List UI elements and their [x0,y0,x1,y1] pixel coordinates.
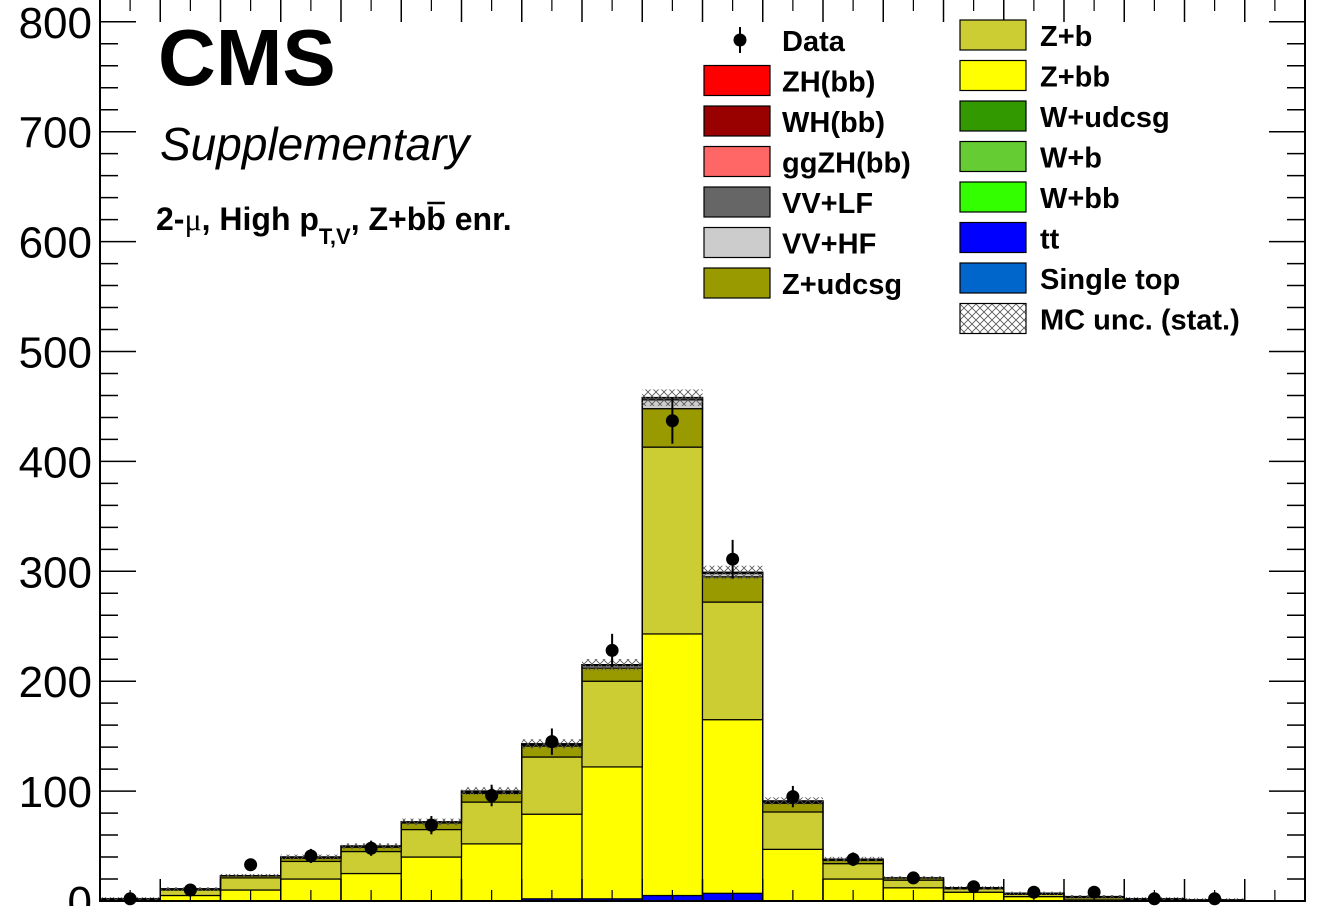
y-axis: 0 100 200 300 400 500 600 700 800 [19,0,92,906]
legend-swatch-single-top [959,262,1027,294]
bar-z-b-10 [701,601,764,721]
legend-swatch-w-bb [959,181,1027,213]
legend-label-w-udcsg: W+udcsg [1040,102,1170,134]
legend-label-zh-bb-: ZH(bb) [782,67,875,99]
legend-swatch-mc-unc-stat- [959,302,1027,335]
y-tick-label: 700 [19,109,92,158]
data-point-11 [786,790,800,804]
bar-z-b-3 [280,860,342,880]
bar-z-b-7 [521,756,583,815]
data-point-6 [485,788,499,802]
data-point-4 [364,841,378,855]
legend-swatch-zh-bb- [703,64,771,97]
bar-z-bb-10 [701,719,764,894]
bar-z-bb-9 [641,633,704,897]
legend-swatch-vv-lf [703,186,771,218]
legend-label-single-top: Single top [1040,264,1180,296]
mc-unc-9 [642,389,703,406]
bar-z-bb-8 [581,766,643,900]
plot-frame [99,0,1306,902]
y-tick-label: 800 [19,0,92,48]
data-point-9 [665,414,679,428]
legend-label-data: Data [782,26,846,58]
legend-label-wh-bb-: WH(bb) [782,107,885,139]
category-label: 2-μ, High pT,V, Z+bb enr. [156,201,512,249]
y-tick-label: 500 [19,329,92,378]
data-point-8 [605,643,619,657]
legend-label-vv-hf: VV+HF [782,229,876,261]
legend-swatch-vv-hf [703,226,771,259]
legend-label-tt: tt [1040,224,1060,256]
bar-z-b-11 [762,811,824,850]
data-point-14 [967,880,981,894]
y-tick-label: 0 [68,878,92,906]
y-tick-label: 100 [19,768,92,817]
data-point-13 [906,871,920,885]
bar-z-b-6 [460,801,523,845]
data-point-2 [244,858,258,872]
bar-z-bb-7 [521,813,583,900]
data-point-3 [304,849,318,863]
legend-label-w-b: W+b [1040,143,1102,175]
y-tick-label: 300 [19,548,92,597]
data-point-12 [846,852,860,866]
legend-label-w-bb: W+bb [1040,183,1120,215]
legend-swatch-tt [959,221,1027,254]
y-tick-label: 400 [19,438,92,487]
legend-swatch-ggzh-bb- [703,145,771,178]
status-label: Supplementary [160,118,472,170]
legend-label-vv-lf: VV+LF [782,188,873,220]
legend-swatch-z-b [959,19,1027,51]
legend-label-mc-unc-stat-: MC unc. (stat.) [1040,305,1240,337]
legend-data-marker [733,33,747,47]
bar-z-b-9 [641,446,704,635]
y-tick-label: 600 [19,219,92,268]
legend-label-ggzh-bb-: ggZH(bb) [782,148,911,180]
legend-swatch-z-bb [959,59,1027,92]
legend-label-z-b: Z+b [1040,21,1092,53]
legend-swatch-w-b [959,140,1027,173]
experiment-label: CMS [158,13,336,102]
legend-swatch-wh-bb- [703,105,771,137]
bar-z-udcsg-10 [701,576,764,603]
stack-bars [99,397,1246,902]
legend-swatch-w-udcsg [959,100,1027,132]
y-tick-label: 200 [19,658,92,707]
mc-unc-2 [220,873,281,878]
legend-swatch-z-udcsg [703,267,771,299]
data-point-5 [424,818,438,832]
bar-z-b-2 [219,877,282,891]
data-point-7 [545,735,559,749]
data-point-10 [726,552,740,566]
legend-label-z-bb: Z+bb [1040,62,1110,94]
bar-z-b-8 [581,680,643,768]
legend: Data ZH(bb) WH(bb) ggZH(bb) VV+LF VV+HF Z+udcs… [703,19,1240,337]
legend-label-z-udcsg: Z+udcsg [782,269,902,301]
